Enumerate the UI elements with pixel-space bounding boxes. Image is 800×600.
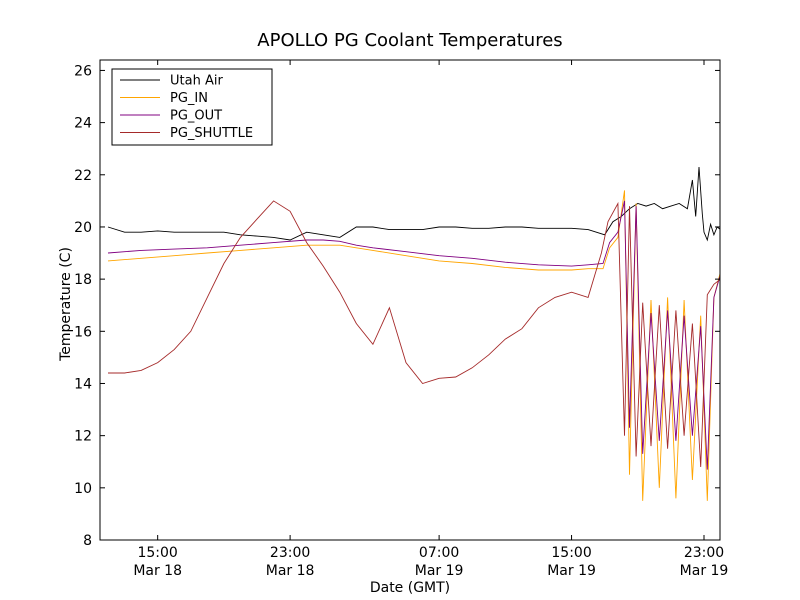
y-axis-label: Temperature (C) bbox=[58, 247, 74, 362]
y-tick-label: 22 bbox=[74, 168, 92, 184]
y-tick-label: 16 bbox=[74, 324, 92, 340]
y-tick-label: 10 bbox=[74, 481, 92, 497]
y-tick-label: 20 bbox=[74, 220, 92, 236]
legend-label: PG_OUT bbox=[170, 109, 222, 124]
x-tick-label-date: Mar 19 bbox=[547, 563, 596, 579]
x-tick-label-time: 15:00 bbox=[551, 545, 591, 561]
x-tick-label-date: Mar 18 bbox=[266, 563, 315, 579]
x-tick-label-time: 15:00 bbox=[137, 545, 177, 561]
x-tick-label-time: 23:00 bbox=[270, 545, 310, 561]
legend: Utah Air PG_IN PG_OUT PG_SHUTTLE bbox=[111, 68, 273, 146]
series-line-pg-shuttle bbox=[108, 200, 720, 468]
x-tick-label-date: Mar 19 bbox=[415, 563, 464, 579]
legend-label: PG_SHUTTLE bbox=[170, 126, 253, 141]
series-line-pg-out bbox=[107, 200, 720, 470]
ticks-layer: 8 10 12 14 16 18 20 22 24 26 15:00 Mar 18 23:00 Mar 1… bbox=[74, 60, 728, 579]
x-tick-label-time: 23:00 bbox=[684, 545, 724, 561]
series-line-pg-in bbox=[107, 190, 720, 501]
plot-frame bbox=[99, 59, 721, 541]
y-tick-label: 26 bbox=[74, 63, 92, 79]
y-tick-label: 12 bbox=[74, 429, 92, 445]
x-tick-label-date: Mar 18 bbox=[133, 563, 182, 579]
legend-label: Utah Air bbox=[170, 74, 223, 89]
x-tick-label-date: Mar 19 bbox=[680, 563, 729, 579]
x-tick-label-time: 07:00 bbox=[419, 545, 459, 561]
y-tick-label: 18 bbox=[74, 272, 92, 288]
chart-title: APOLLO PG Coolant Temperatures bbox=[257, 30, 562, 51]
y-tick-label: 14 bbox=[74, 376, 92, 392]
y-tick-label: 24 bbox=[74, 116, 92, 132]
series-layer bbox=[107, 166, 720, 501]
legend-label: PG_IN bbox=[170, 91, 208, 106]
y-tick-label: 8 bbox=[83, 533, 92, 549]
series-line-utah-air bbox=[107, 166, 720, 242]
x-axis-label: Date (GMT) bbox=[370, 580, 450, 596]
